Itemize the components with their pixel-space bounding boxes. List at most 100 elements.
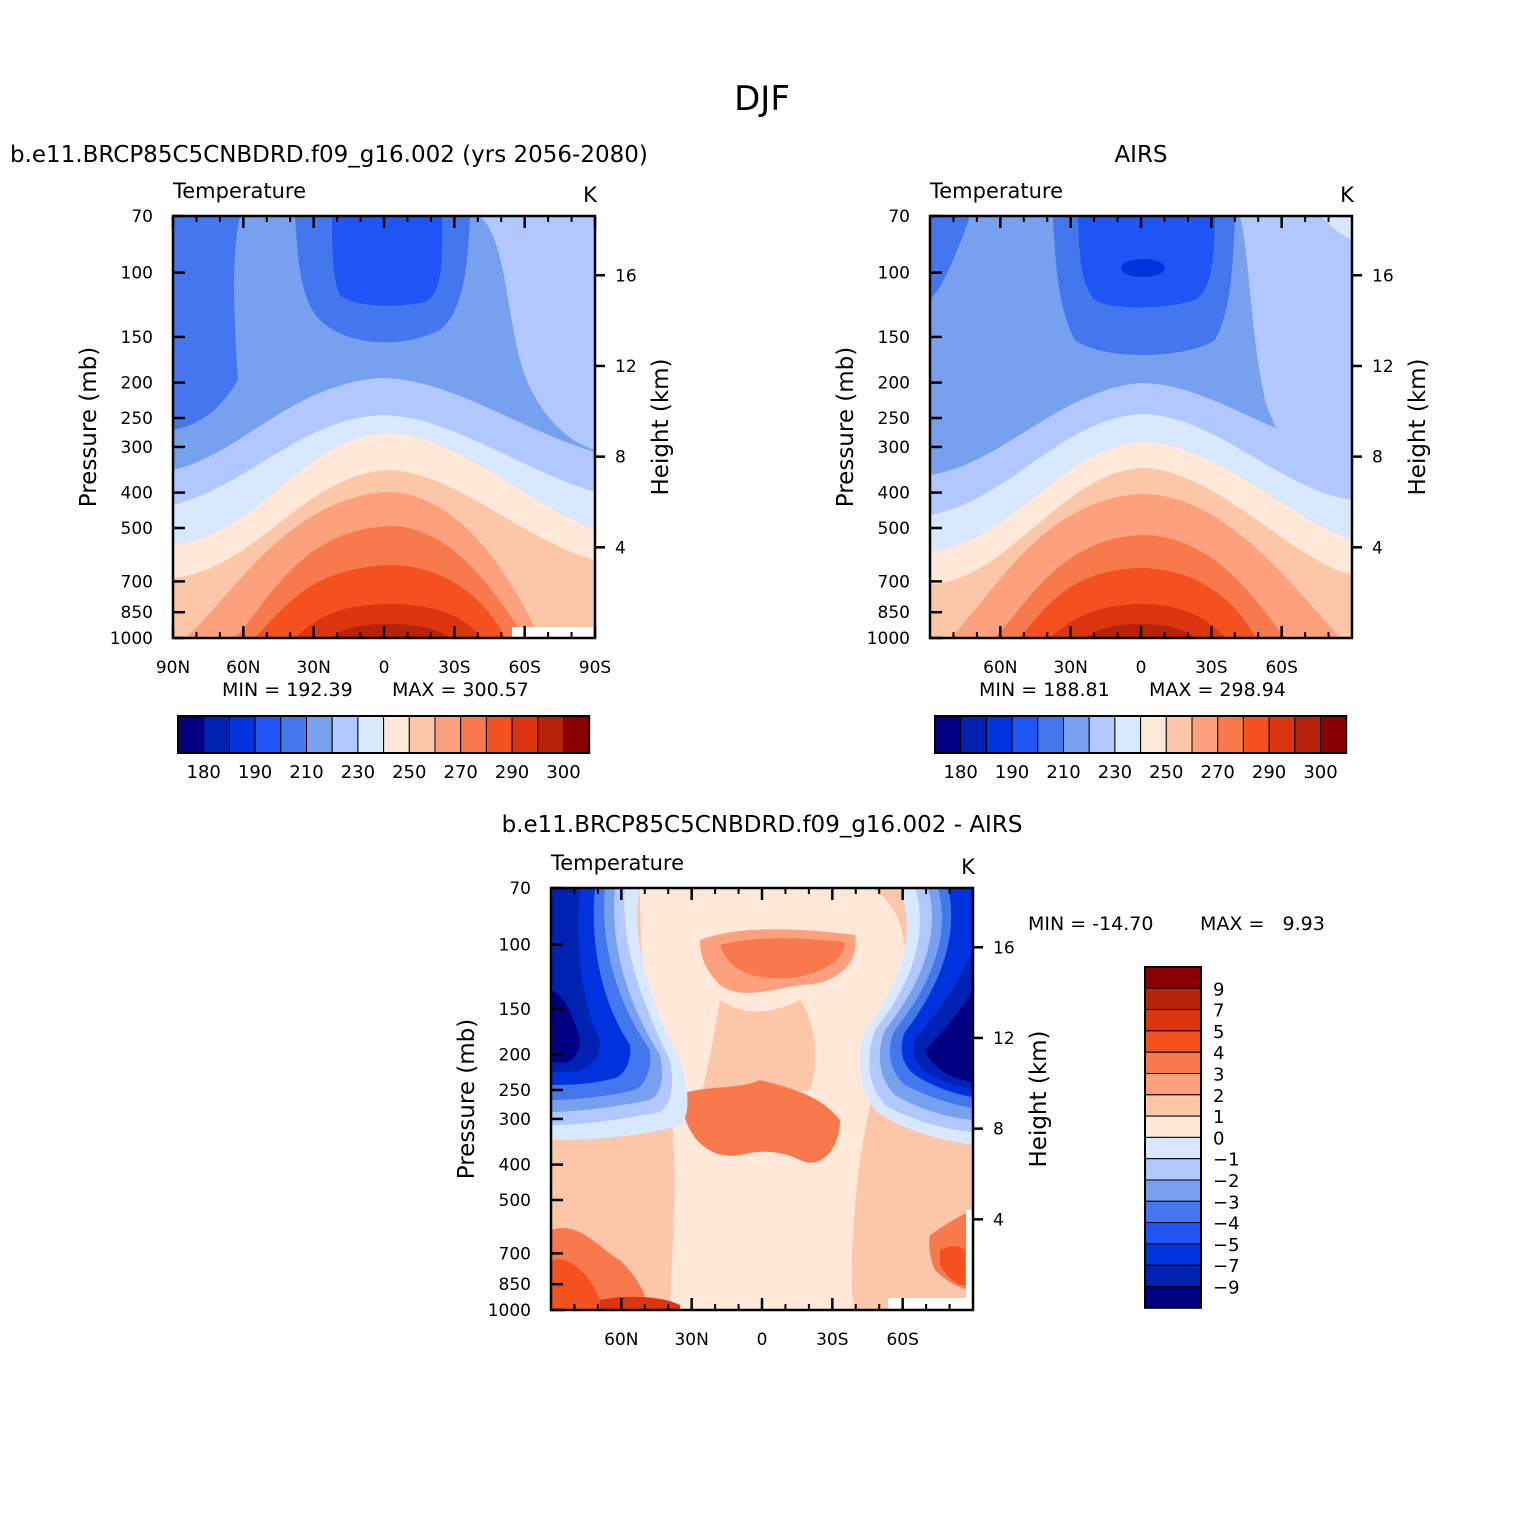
panel-model-max: MAX = 300.57 <box>392 679 529 701</box>
y-tick-label: 850 <box>499 1275 531 1295</box>
panel-airs-ylabel: Pressure (mb) <box>833 347 859 507</box>
colorbar-label: 300 <box>1303 762 1337 783</box>
field-band <box>925 990 973 1082</box>
panel-airs-title: AIRS <box>1114 142 1167 168</box>
colorbar-label: 210 <box>289 762 323 783</box>
y2-tick-label: 8 <box>1372 448 1383 468</box>
field-band <box>173 216 240 430</box>
panel-airs: AIRS Temperature K 60N 30N 0 30S 60S 70 100 15… <box>833 142 1431 783</box>
panel-model-field <box>173 216 595 638</box>
field-band <box>686 1185 839 1289</box>
panel-diff-y2label: Height (km) <box>1026 1030 1052 1167</box>
y-tick-label: 100 <box>878 264 910 284</box>
y-tick-label: 300 <box>121 438 153 458</box>
colorbar-label: 1 <box>1213 1107 1224 1128</box>
y2-tick-label: 4 <box>615 538 626 558</box>
colorbar-cell <box>485 715 513 754</box>
panel-model-colorbar: 180 190 210 230 250 270 290 300 <box>177 715 591 783</box>
colorbar-label: 230 <box>1098 762 1132 783</box>
field-band <box>332 216 443 306</box>
y-tick-label: 250 <box>121 409 153 429</box>
colorbar-label: 180 <box>187 762 221 783</box>
y-tick-label: 150 <box>878 328 910 348</box>
x-tick-label: 0 <box>1136 658 1147 678</box>
colorbar-cell <box>1114 715 1142 754</box>
field-band <box>1050 604 1225 638</box>
panel-diff-field <box>551 888 973 1310</box>
field-band <box>720 938 845 979</box>
y-tick-label: 700 <box>499 1244 531 1264</box>
y2-tick-label: 12 <box>615 357 637 377</box>
colorbar-label: 290 <box>495 762 529 783</box>
y2-tick-label: 4 <box>1372 538 1383 558</box>
field-band <box>600 1296 680 1310</box>
missing-data <box>966 1210 973 1310</box>
colorbar-cell <box>1165 715 1193 754</box>
y-tick-label: 850 <box>121 603 153 623</box>
y2-tick-label: 4 <box>993 1210 1004 1230</box>
y2-tick-label: 16 <box>993 938 1015 958</box>
y2-tick-label: 12 <box>993 1029 1015 1049</box>
panel-airs-field <box>930 216 1352 638</box>
colorbar-cell <box>537 715 564 754</box>
y2-tick-label: 8 <box>993 1120 1004 1140</box>
field-band <box>551 1259 605 1310</box>
y-tick-label: 200 <box>121 374 153 394</box>
colorbar-cell <box>563 715 590 754</box>
y-tick-label: 1000 <box>488 1301 531 1321</box>
colorbar-cell <box>357 715 385 754</box>
panel-diff-variable: Temperature <box>550 851 684 875</box>
y-tick-label: 100 <box>121 264 153 284</box>
figure-title: DJF <box>734 79 790 119</box>
colorbar-label: 270 <box>444 762 478 783</box>
colorbar-label: 2 <box>1213 1086 1224 1107</box>
colorbar-label: 0 <box>1213 1128 1224 1149</box>
colorbar-cell <box>1140 715 1167 754</box>
field-band <box>1240 216 1352 500</box>
y-tick-label: 700 <box>121 572 153 592</box>
y-tick-label: 150 <box>121 328 153 348</box>
colorbar-label: 190 <box>995 762 1029 783</box>
panel-model-y2label: Height (km) <box>648 358 674 495</box>
colorbar-cell <box>1144 1286 1202 1309</box>
panel-model-title: b.e11.BRCP85C5CNBDRD.f09_g16.002 (yrs 20… <box>10 142 648 168</box>
panel-diff-max: MAX = 9.93 <box>1200 913 1325 935</box>
colorbar-cell <box>1144 1264 1202 1287</box>
x-tick-label: 60S <box>508 658 540 678</box>
colorbar-cell <box>1144 1051 1202 1074</box>
y-tick-label: 700 <box>878 572 910 592</box>
colorbar-cell <box>280 715 307 754</box>
colorbar-cell <box>1063 715 1090 754</box>
colorbar-cell <box>1144 1009 1202 1032</box>
colorbar-cell <box>228 715 256 754</box>
x-tick-label: 30S <box>1195 658 1227 678</box>
y-tick-label: 250 <box>878 409 910 429</box>
colorbar-cell <box>1191 715 1219 754</box>
y-tick-label: 200 <box>878 374 910 394</box>
x-tick-label: 30N <box>674 1330 708 1350</box>
x-tick-label: 60N <box>604 1330 638 1350</box>
colorbar-cell <box>1268 715 1296 754</box>
colorbar-cell <box>408 715 436 754</box>
y-tick-label: 500 <box>121 519 153 539</box>
colorbar-label: −9 <box>1213 1278 1240 1299</box>
colorbar-frame <box>1144 966 1202 1309</box>
colorbar-label: −4 <box>1213 1214 1240 1235</box>
x-tick-label: 60N <box>983 658 1017 678</box>
colorbar-label: 210 <box>1046 762 1080 783</box>
colorbar-cell <box>1144 1115 1202 1138</box>
panel-model-min: MIN = 192.39 <box>222 679 353 701</box>
panel-airs-min: MIN = 188.81 <box>979 679 1110 701</box>
y-tick-label: 300 <box>499 1110 531 1130</box>
panel-diff-title: b.e11.BRCP85C5CNBDRD.f09_g16.002 - AIRS <box>502 812 1023 838</box>
y-tick-label: 100 <box>499 936 531 956</box>
colorbar-cell <box>434 715 462 754</box>
x-tick-label: 60S <box>1265 658 1297 678</box>
field-band <box>940 1246 965 1285</box>
y-tick-label: 300 <box>878 438 910 458</box>
y2-tick-label: 8 <box>615 448 626 468</box>
colorbar-cell <box>1011 715 1039 754</box>
field-band <box>700 1000 816 1100</box>
colorbar-cell <box>511 715 539 754</box>
